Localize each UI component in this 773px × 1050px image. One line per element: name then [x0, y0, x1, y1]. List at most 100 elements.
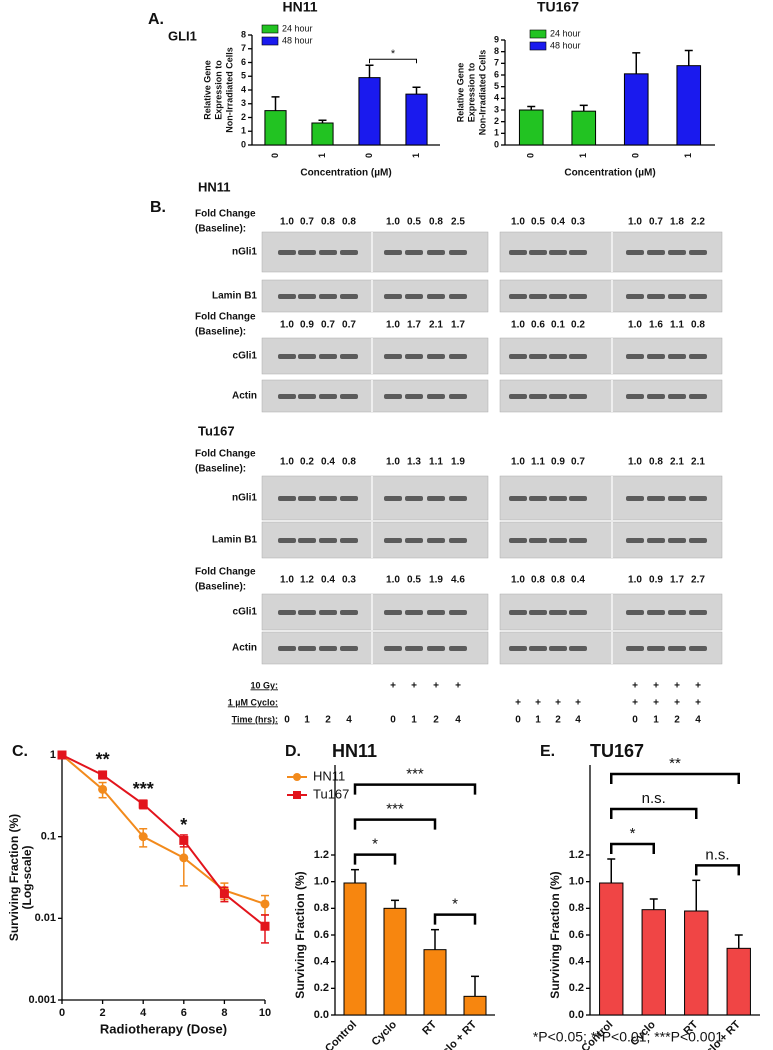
blot-band — [549, 250, 567, 255]
blot-band — [647, 496, 665, 501]
fold-change-value: 1.3 — [407, 457, 421, 468]
fold-change-value: 0.7 — [571, 457, 585, 468]
blot-band — [626, 610, 644, 615]
blot-band — [509, 354, 527, 359]
point — [260, 921, 270, 931]
significance-label: * — [391, 48, 396, 60]
fold-change-value: 0.3 — [342, 575, 356, 586]
bar — [405, 93, 428, 146]
blot-band — [668, 294, 686, 299]
panel-label: D. — [285, 743, 301, 760]
y-tick-label: 0.8 — [569, 902, 584, 914]
legend-swatch — [261, 24, 279, 34]
blot-band — [405, 646, 423, 651]
condition-value: + — [695, 698, 701, 709]
fold-change-value: 0.9 — [649, 575, 663, 586]
bar — [676, 65, 702, 146]
blot-band — [668, 610, 686, 615]
x-tick-label: 1 — [317, 153, 327, 158]
fold-change-value: 0.8 — [321, 217, 335, 228]
condition-value: 4 — [455, 715, 461, 726]
fold-change-value: 2.7 — [691, 575, 705, 586]
x-tick-label: 1 — [578, 153, 588, 158]
fold-change-value: 1.9 — [451, 457, 465, 468]
blot-band — [529, 646, 547, 651]
y-axis-label: Surviving Fraction (%) — [548, 871, 562, 998]
condition-value: 2 — [433, 715, 439, 726]
y-tick-label: 5 — [241, 71, 246, 81]
bar — [343, 882, 367, 1016]
y-axis-label: Surviving Fraction (%) — [293, 871, 307, 998]
point — [138, 799, 148, 809]
condition-value: 1 — [411, 715, 417, 726]
x-axis-label: Radiotherapy (Dose) — [100, 1021, 227, 1036]
y-tick-label: 1.0 — [314, 876, 329, 888]
blot-band — [626, 646, 644, 651]
blot-row-label: nGli1 — [232, 493, 257, 504]
blot-band — [340, 394, 358, 399]
fold-change-value: 1.9 — [429, 575, 443, 586]
condition-value: + — [674, 698, 680, 709]
y-tick-label: 1.2 — [569, 849, 584, 861]
y-tick-label: 0.001 — [28, 994, 56, 1006]
blot-row-label: Actin — [232, 643, 257, 654]
blot-band — [427, 646, 445, 651]
y-tick-label: 0.1 — [41, 831, 56, 843]
fold-change-value: 1.2 — [300, 575, 314, 586]
y-tick-label: 7 — [241, 43, 246, 53]
blot-band — [529, 610, 547, 615]
condition-value: 4 — [346, 715, 352, 726]
fold-change-label: Fold Change — [195, 209, 256, 220]
significance-bracket — [353, 818, 437, 830]
significance-label: ** — [669, 755, 681, 772]
legend-marker — [293, 791, 301, 799]
y-tick-label: 4 — [241, 84, 246, 94]
blot-band — [319, 496, 337, 501]
y-tick-label: 9 — [494, 34, 499, 44]
bar — [463, 995, 487, 1016]
condition-value: + — [653, 681, 659, 692]
blot-row-label: Actin — [232, 391, 257, 402]
blot-band — [405, 354, 423, 359]
bar — [641, 909, 666, 1016]
blot-band — [569, 354, 587, 359]
y-tick-label: 0.6 — [314, 929, 329, 941]
y-axis-label: Non-Irradiated Cells — [477, 50, 487, 136]
condition-value: 4 — [695, 715, 701, 726]
bar — [358, 77, 381, 146]
y-tick-label: 6 — [494, 69, 499, 79]
y-tick-label: 0.2 — [314, 982, 329, 994]
fold-change-value: 1.7 — [670, 575, 684, 586]
footnote: *P<0.05; **P<0.01; ***P<0.001 — [533, 1029, 724, 1045]
fold-change-value: 1.0 — [511, 217, 525, 228]
blot-band — [549, 294, 567, 299]
significance-label: n.s. — [642, 790, 666, 807]
fold-change-value: 2.5 — [451, 217, 465, 228]
point — [179, 835, 189, 845]
y-axis-label: (Log-scale) — [20, 845, 34, 909]
bar — [623, 73, 649, 146]
legend-swatch — [529, 29, 547, 39]
condition-value: 0 — [390, 715, 396, 726]
blot-band — [647, 646, 665, 651]
y-tick-label: 0.6 — [569, 929, 584, 941]
fold-change-value: 1.0 — [280, 457, 294, 468]
fold-change-value: 1.0 — [280, 575, 294, 586]
blot-band — [340, 354, 358, 359]
fold-change-value: 1.0 — [280, 320, 294, 331]
fold-change-value: 0.7 — [300, 217, 314, 228]
series-line — [61, 754, 266, 928]
fold-change-value: 0.7 — [321, 320, 335, 331]
fold-change-label: (Baseline): — [195, 224, 246, 235]
blot-band — [298, 646, 316, 651]
fold-change-value: 0.7 — [649, 217, 663, 228]
significance-label: * — [630, 825, 636, 842]
legend-marker — [293, 773, 301, 781]
blot-band — [319, 294, 337, 299]
blot-band — [549, 496, 567, 501]
blot-band — [449, 610, 467, 615]
bar — [726, 947, 751, 1016]
legend-label: 24 hour — [282, 23, 313, 33]
fold-change-label: Fold Change — [195, 567, 256, 578]
